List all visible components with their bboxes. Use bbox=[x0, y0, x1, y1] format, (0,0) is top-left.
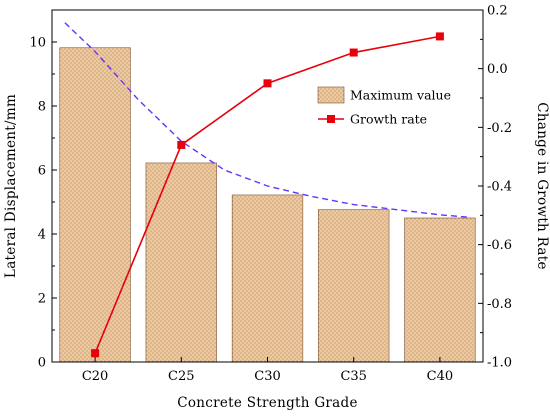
trend-dashed-line bbox=[64, 22, 471, 219]
y2-tick-label: -0.2 bbox=[487, 121, 512, 136]
x-tick-label: C40 bbox=[427, 369, 454, 384]
y-tick-label: 6 bbox=[38, 164, 46, 179]
growth-rate-point-c30 bbox=[263, 79, 272, 88]
growth-line-layer bbox=[91, 32, 444, 358]
legend-swatch-maximum-value bbox=[317, 86, 345, 104]
x-tick-label: C20 bbox=[82, 369, 109, 384]
growth-rate-point-c25 bbox=[177, 140, 186, 149]
growth-rate-point-c35 bbox=[349, 48, 358, 57]
legend-label-growth-rate: Growth rate bbox=[350, 112, 427, 127]
bar-c40 bbox=[404, 217, 476, 363]
bar-c25 bbox=[145, 162, 217, 363]
y2-tick-label: 0.2 bbox=[487, 4, 508, 19]
legend-swatch-growth-rate-marker bbox=[327, 115, 335, 123]
y2-tick-label: -0.4 bbox=[487, 180, 512, 195]
y-tick-label: 4 bbox=[38, 228, 46, 243]
growth-rate-point-c40 bbox=[435, 32, 444, 41]
x-tick-label: C25 bbox=[168, 369, 195, 384]
y-tick-label: 8 bbox=[38, 100, 46, 115]
bars-layer bbox=[59, 47, 476, 363]
y-axis-title: Lateral Displacement/mm bbox=[3, 94, 19, 278]
growth-rate-point-c20 bbox=[91, 349, 100, 358]
y2-tick-label: -1.0 bbox=[487, 356, 512, 371]
axes-layer: 0 2 4 6 8 10 -1.0 -0.8 -0.6 -0.4 -0.2 0.0 0.2 C20 C25 C… bbox=[29, 4, 512, 385]
y-tick-label: 0 bbox=[38, 356, 46, 371]
y2-tick-label: -0.8 bbox=[487, 297, 512, 312]
legend: Maximum value Growth rate bbox=[317, 86, 451, 127]
y-tick-label: 2 bbox=[38, 292, 46, 307]
trend-layer bbox=[64, 22, 471, 219]
x-tick-label: C30 bbox=[254, 369, 281, 384]
bar-c20 bbox=[59, 47, 131, 363]
y2-tick-label: 0.0 bbox=[487, 62, 508, 77]
bar-c30 bbox=[231, 194, 304, 363]
x-tick-label: C35 bbox=[340, 369, 367, 384]
legend-label-maximum-value: Maximum value bbox=[350, 88, 451, 103]
y-tick-label: 10 bbox=[29, 36, 46, 51]
y2-tick-label: -0.6 bbox=[487, 238, 512, 253]
bar-c35 bbox=[318, 209, 390, 363]
x-axis-title: Concrete Strength Grade bbox=[177, 395, 358, 411]
y2-axis-title: Change in Growth Rate bbox=[534, 102, 550, 270]
